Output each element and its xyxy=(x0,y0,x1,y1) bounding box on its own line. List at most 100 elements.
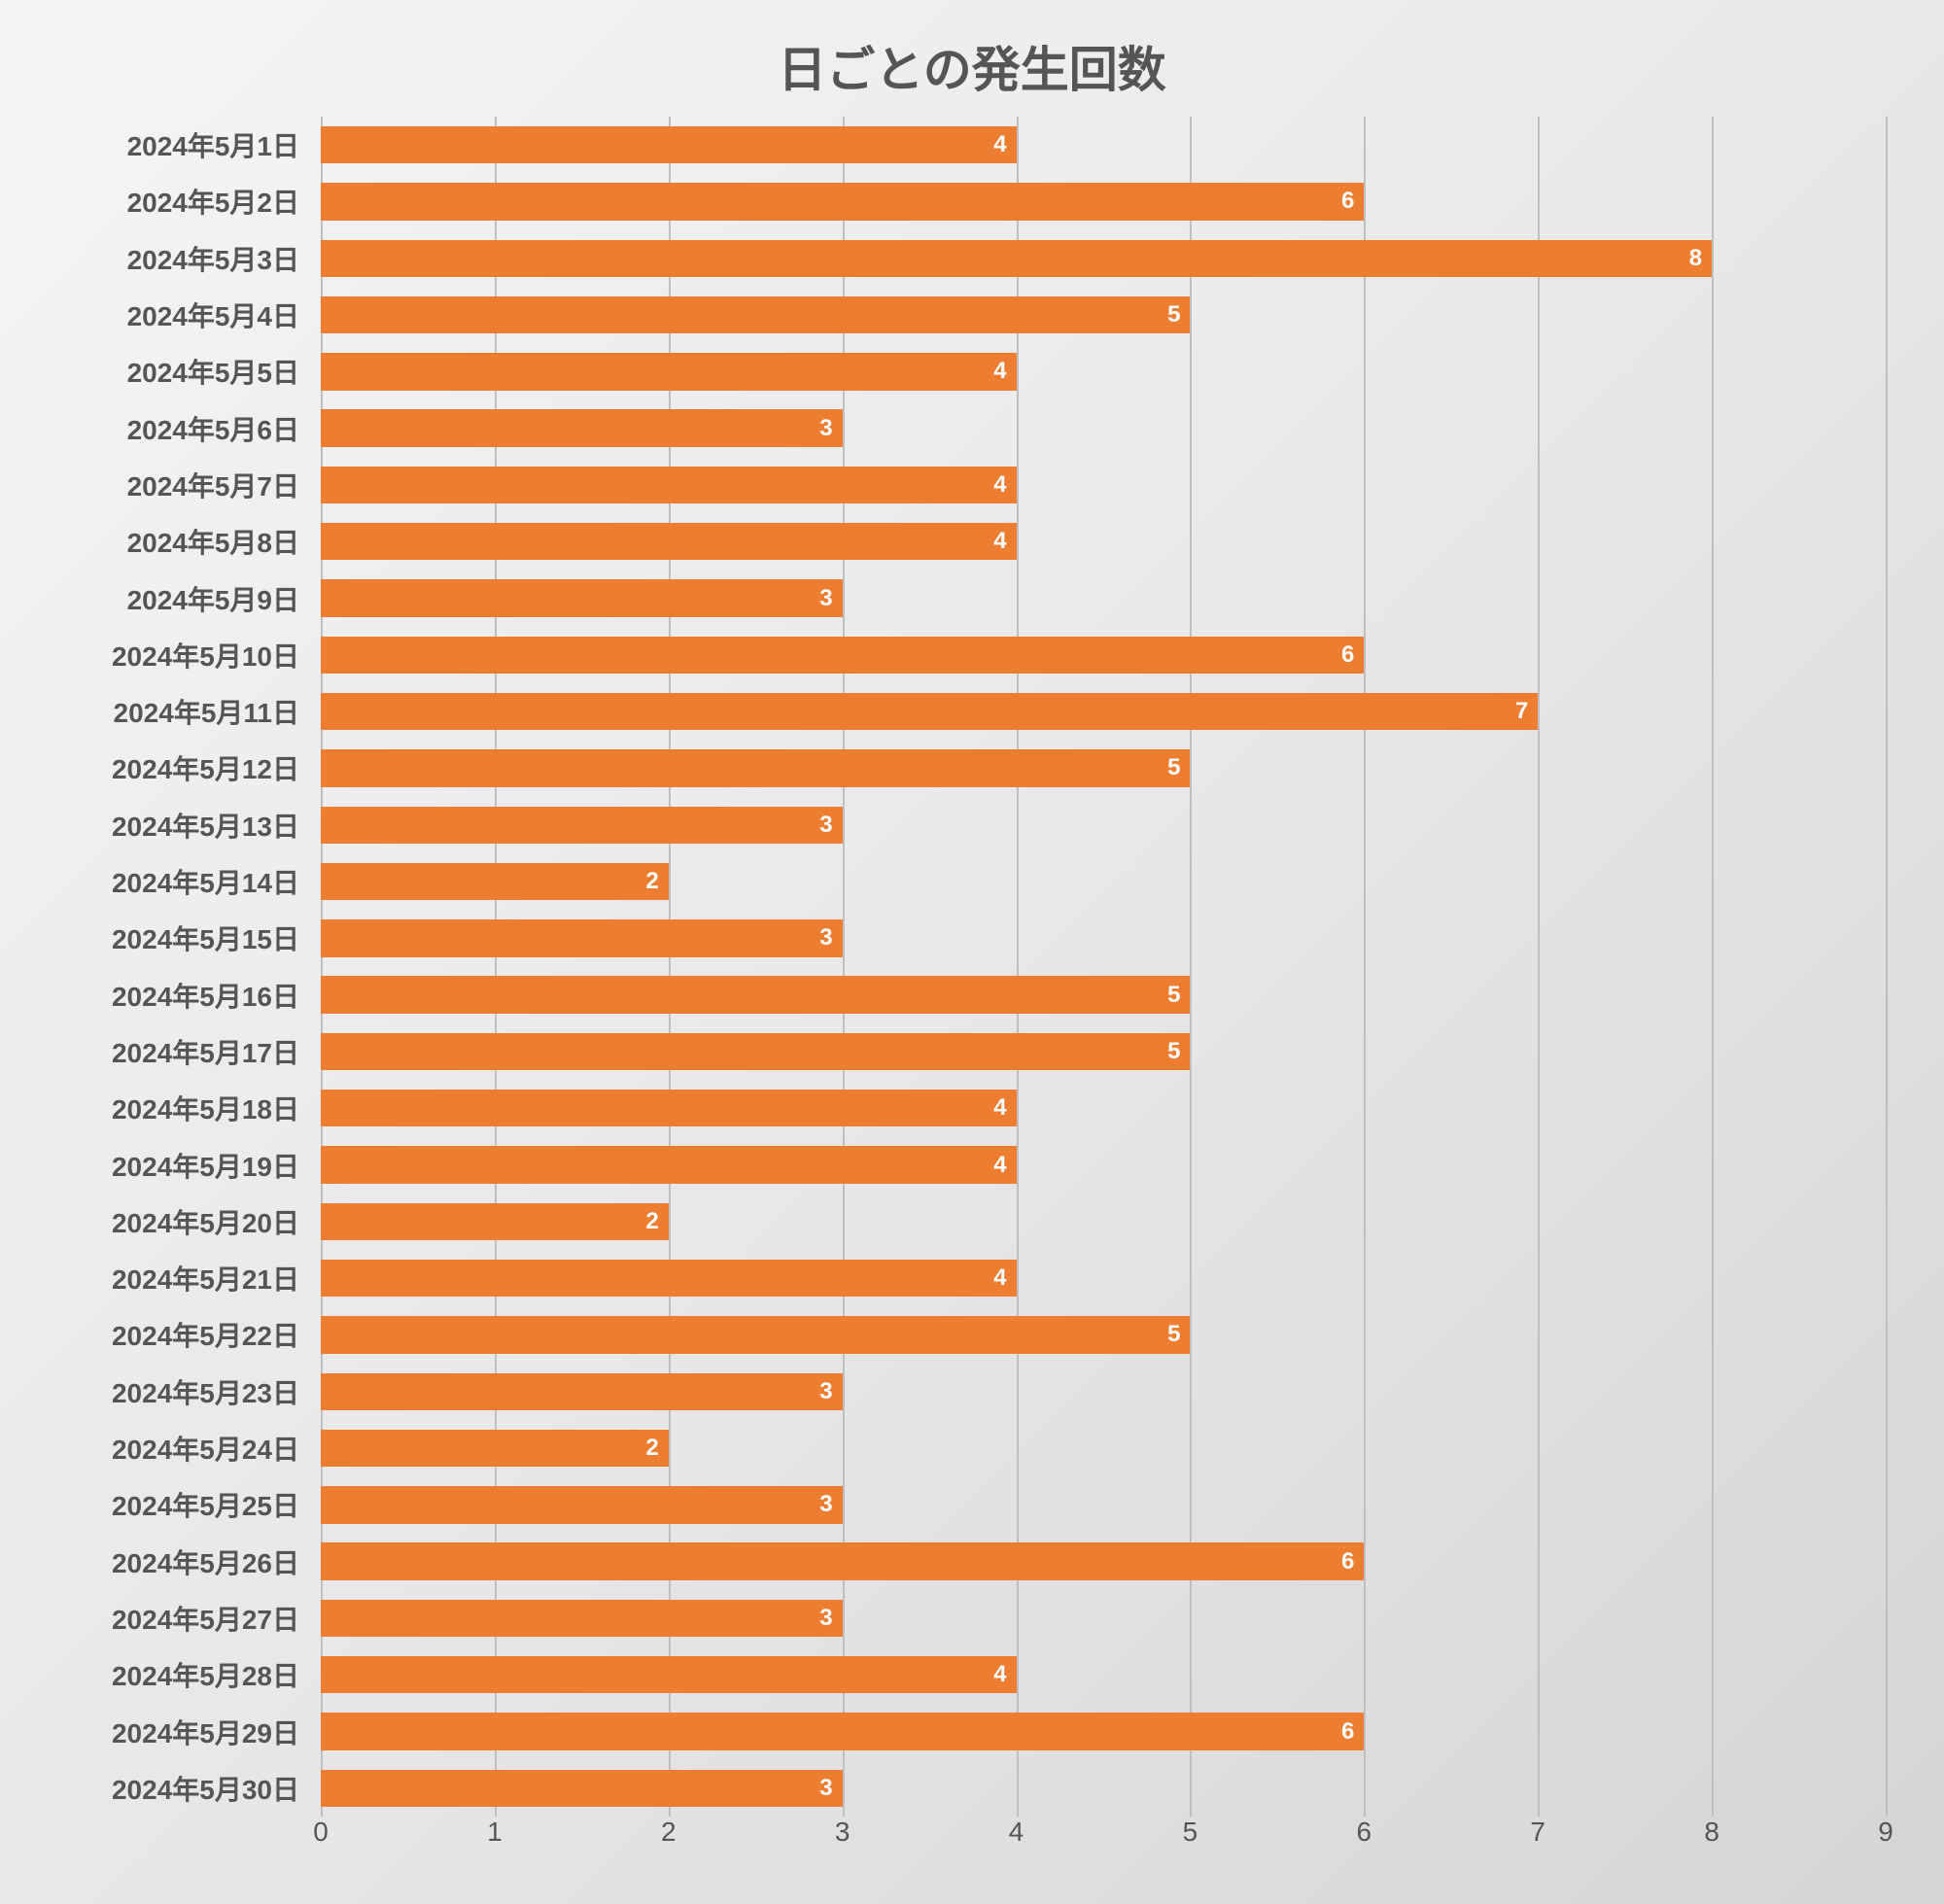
y-tick-label: 2024年5月3日 xyxy=(127,239,299,278)
bar-value-label: 5 xyxy=(1167,1321,1180,1348)
x-axis-labels: 0123456789 xyxy=(321,1817,1886,1855)
chart-title: 日ごとの発生回数 xyxy=(0,0,1944,124)
bar: 6 xyxy=(321,1542,1364,1579)
x-tick-label: 1 xyxy=(487,1817,503,1848)
y-tick-label: 2024年5月7日 xyxy=(127,466,299,504)
bar: 3 xyxy=(321,579,843,616)
gridline xyxy=(1886,117,1888,1817)
bar-value-label: 4 xyxy=(993,1264,1006,1292)
bar-value-label: 3 xyxy=(819,585,832,612)
bar: 2 xyxy=(321,1203,669,1240)
x-tick-label: 5 xyxy=(1183,1817,1198,1848)
y-tick-label: 2024年5月24日 xyxy=(112,1429,299,1468)
bar: 3 xyxy=(321,1600,843,1637)
bar: 5 xyxy=(321,296,1190,333)
y-tick-label: 2024年5月2日 xyxy=(127,182,299,221)
bar-value-label: 4 xyxy=(993,471,1006,499)
bar: 3 xyxy=(321,1373,843,1410)
y-tick-label: 2024年5月8日 xyxy=(127,522,299,561)
x-tick-label: 8 xyxy=(1704,1817,1719,1848)
bar: 3 xyxy=(321,1770,843,1807)
bar: 4 xyxy=(321,1656,1017,1693)
bar: 4 xyxy=(321,467,1017,503)
bar: 4 xyxy=(321,126,1017,163)
bar: 6 xyxy=(321,183,1364,220)
y-tick-label: 2024年5月5日 xyxy=(127,352,299,391)
bar: 6 xyxy=(321,637,1364,674)
bar: 6 xyxy=(321,1713,1364,1749)
bar: 7 xyxy=(321,693,1538,730)
y-tick-label: 2024年5月6日 xyxy=(127,409,299,448)
y-tick-label: 2024年5月17日 xyxy=(112,1032,299,1071)
bar-value-label: 6 xyxy=(1341,1548,1354,1575)
gridline xyxy=(1364,117,1366,1817)
y-tick-label: 2024年5月28日 xyxy=(112,1655,299,1694)
bar: 4 xyxy=(321,1090,1017,1126)
gridline xyxy=(1712,117,1714,1817)
gridline xyxy=(1538,117,1540,1817)
bar: 4 xyxy=(321,353,1017,390)
bar-value-label: 3 xyxy=(819,812,832,839)
x-tick-label: 3 xyxy=(835,1817,850,1848)
bar-value-label: 4 xyxy=(993,1661,1006,1688)
y-tick-label: 2024年5月25日 xyxy=(112,1485,299,1524)
bar: 5 xyxy=(321,749,1190,786)
y-tick-label: 2024年5月12日 xyxy=(112,748,299,787)
bar: 4 xyxy=(321,523,1017,560)
y-tick-label: 2024年5月10日 xyxy=(112,636,299,675)
bar-value-label: 3 xyxy=(819,1775,832,1802)
y-tick-label: 2024年5月14日 xyxy=(112,862,299,901)
bar-value-label: 7 xyxy=(1515,698,1528,725)
bar-value-label: 5 xyxy=(1167,754,1180,781)
bar: 5 xyxy=(321,976,1190,1013)
y-tick-label: 2024年5月26日 xyxy=(112,1542,299,1581)
bar: 4 xyxy=(321,1260,1017,1297)
y-tick-label: 2024年5月20日 xyxy=(112,1202,299,1241)
bar: 3 xyxy=(321,807,843,844)
x-tick-label: 4 xyxy=(1009,1817,1024,1848)
bar-value-label: 5 xyxy=(1167,1038,1180,1065)
bar-value-label: 3 xyxy=(819,1378,832,1405)
bar-value-label: 2 xyxy=(645,1208,658,1235)
y-tick-label: 2024年5月9日 xyxy=(127,579,299,618)
y-tick-label: 2024年5月13日 xyxy=(112,806,299,845)
x-tick-label: 9 xyxy=(1878,1817,1893,1848)
bar-value-label: 4 xyxy=(993,1152,1006,1179)
bar-value-label: 8 xyxy=(1689,245,1702,272)
bar: 8 xyxy=(321,240,1712,277)
bar-value-label: 6 xyxy=(1341,641,1354,669)
chart-container: 日ごとの発生回数 468543443675323554424532363463 … xyxy=(0,0,1944,1904)
y-tick-label: 2024年5月21日 xyxy=(112,1259,299,1298)
bar-value-label: 4 xyxy=(993,1094,1006,1122)
x-tick-label: 6 xyxy=(1357,1817,1372,1848)
bar: 3 xyxy=(321,1486,843,1523)
bar-value-label: 4 xyxy=(993,528,1006,555)
y-tick-label: 2024年5月23日 xyxy=(112,1372,299,1411)
y-tick-label: 2024年5月11日 xyxy=(114,692,299,731)
y-axis-labels: 2024年5月1日 2024年5月2日 2024年5月3日 2024年5月4日 2024… xyxy=(0,117,311,1817)
y-tick-label: 2024年5月19日 xyxy=(112,1146,299,1185)
y-tick-label: 2024年5月15日 xyxy=(112,918,299,957)
bar-value-label: 5 xyxy=(1167,982,1180,1009)
y-tick-label: 2024年5月18日 xyxy=(112,1089,299,1127)
bar: 5 xyxy=(321,1033,1190,1070)
bar: 3 xyxy=(321,409,843,446)
y-tick-label: 2024年5月16日 xyxy=(112,976,299,1015)
bar: 2 xyxy=(321,1430,669,1467)
bar-value-label: 6 xyxy=(1341,1718,1354,1746)
bar-value-label: 3 xyxy=(819,1491,832,1518)
bar: 4 xyxy=(321,1146,1017,1183)
x-tick-label: 7 xyxy=(1530,1817,1545,1848)
bar-value-label: 5 xyxy=(1167,301,1180,329)
bar-value-label: 3 xyxy=(819,1605,832,1632)
bar-value-label: 4 xyxy=(993,131,1006,158)
y-tick-label: 2024年5月4日 xyxy=(127,295,299,334)
bar-value-label: 3 xyxy=(819,415,832,442)
y-tick-label: 2024年5月1日 xyxy=(127,125,299,164)
bar-value-label: 2 xyxy=(645,868,658,895)
x-tick-label: 0 xyxy=(313,1817,329,1848)
y-tick-label: 2024年5月29日 xyxy=(112,1713,299,1751)
y-tick-label: 2024年5月22日 xyxy=(112,1315,299,1354)
bar-value-label: 2 xyxy=(645,1435,658,1462)
bar-value-label: 3 xyxy=(819,924,832,952)
